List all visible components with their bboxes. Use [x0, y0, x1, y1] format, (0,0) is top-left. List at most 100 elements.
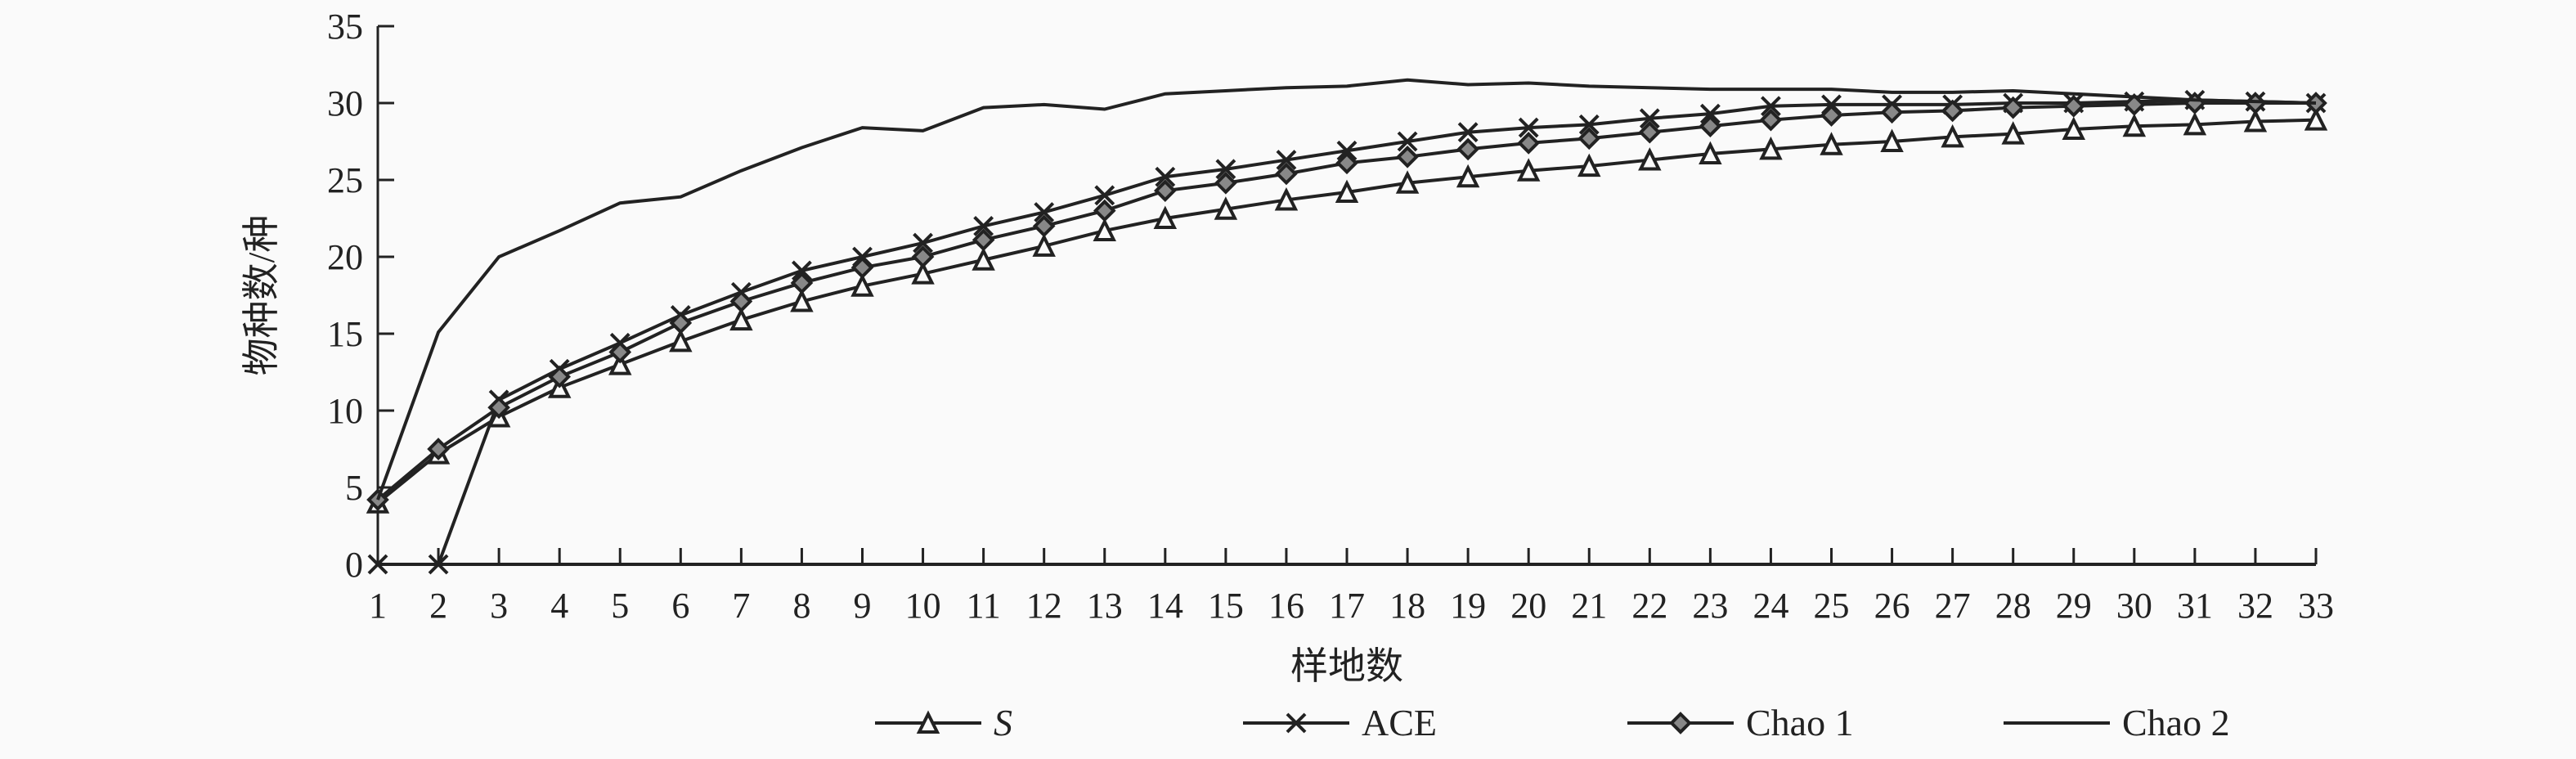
y-tick-label: 0: [345, 545, 363, 585]
triangle-marker: [911, 261, 935, 285]
x-tick-label: 30: [2116, 586, 2152, 626]
legend-label: S: [994, 702, 1012, 743]
triangle-marker: [2304, 107, 2328, 131]
x-tick-label: 6: [671, 586, 689, 626]
legend-label: Chao 1: [1746, 702, 1854, 743]
triangle-marker: [1032, 233, 1056, 257]
triangle-marker: [1335, 179, 1359, 204]
x-tick-label: 29: [2056, 586, 2092, 626]
triangle-marker: [1577, 153, 1601, 177]
x-tick-label: 7: [732, 586, 750, 626]
x-tick-label: 32: [2237, 586, 2273, 626]
y-tick-label: 35: [327, 7, 363, 47]
legend-label: ACE: [1362, 702, 1437, 743]
y-tick-label: 20: [327, 237, 363, 277]
diamond-marker: [1214, 171, 1237, 195]
x-tick-label: 2: [429, 586, 447, 626]
cross-marker: [428, 554, 449, 575]
x-tick-label: 24: [1752, 586, 1788, 626]
x-axis-label: 样地数: [1290, 645, 1403, 687]
diamond-marker: [1880, 101, 1904, 124]
diamond-marker: [1638, 120, 1662, 144]
diamond-marker: [2183, 92, 2206, 115]
y-tick-label: 5: [345, 468, 363, 508]
diamond-marker: [1032, 214, 1056, 238]
cross-marker: [792, 260, 812, 281]
series-group: [366, 78, 2328, 575]
diamond-marker: [790, 272, 814, 294]
x-tick-label: 26: [1874, 586, 1910, 626]
diamond-marker: [669, 312, 693, 335]
triangle-marker: [1820, 132, 1843, 155]
series-s: [366, 107, 2328, 514]
legend: S ACE Chao 1 Chao 2: [875, 702, 2230, 743]
x-tick-label: 17: [1329, 586, 1365, 626]
x-tick-label: 23: [1692, 586, 1728, 626]
cross-marker: [913, 232, 933, 254]
diamond-marker: [1153, 179, 1177, 202]
triangle-marker: [729, 307, 753, 331]
triangle-marker: [916, 710, 940, 734]
y-tick-label: 15: [327, 314, 363, 354]
triangle-marker: [2183, 111, 2207, 136]
x-tick-label: 33: [2298, 586, 2334, 626]
cross-marker: [367, 554, 388, 575]
y-tick-label: 25: [327, 160, 363, 200]
diamond-marker: [911, 245, 935, 268]
x-tick-label: 18: [1389, 586, 1425, 626]
triangle-marker: [2122, 113, 2147, 137]
series-chao-2: [376, 78, 2317, 501]
diamond-marker: [729, 290, 753, 313]
triangle-marker: [1941, 124, 1964, 148]
cross-marker: [1457, 122, 1479, 143]
cross-marker: [1336, 140, 1358, 161]
cross-marker: [1034, 202, 1055, 222]
x-tick-label: 9: [854, 586, 872, 626]
x-tick-label: 27: [1935, 586, 1971, 626]
cross-marker: [1699, 103, 1721, 124]
triangle-marker: [790, 289, 814, 312]
triangle-marker: [850, 273, 874, 297]
x-tick-label: 3: [490, 586, 508, 626]
triangle-marker: [2062, 116, 2085, 140]
x-tick-label: 4: [550, 586, 568, 626]
legend-label: Chao 2: [2122, 702, 2230, 743]
legend-item: Chao 1: [1627, 702, 1854, 743]
series-line: [376, 78, 2317, 501]
triangle-marker: [1699, 141, 1722, 165]
triangle-marker: [972, 247, 995, 271]
x-tick-label: 22: [1631, 586, 1667, 626]
diamond-marker: [1396, 145, 1419, 168]
series-line: [376, 118, 2317, 505]
cross-marker: [1397, 131, 1418, 152]
y-tick-label: 30: [327, 83, 363, 124]
diamond-marker: [850, 256, 874, 279]
x-tick-label: 21: [1571, 586, 1607, 626]
y-tick-label: 10: [327, 391, 363, 431]
diamond-marker: [1517, 132, 1541, 155]
triangle-marker: [1274, 186, 1299, 211]
y-axis-label: 物种数/种: [240, 215, 282, 376]
diamond-marker: [1456, 137, 1479, 161]
x-tick-label: 11: [966, 586, 1000, 626]
triangle-marker: [2243, 109, 2268, 132]
triangle-marker: [669, 328, 693, 353]
triangle-marker: [1880, 128, 1904, 152]
series-chao-1: [366, 92, 2327, 511]
x-tick-label: 15: [1208, 586, 1244, 626]
triangle-marker: [1395, 170, 1420, 194]
cross-marker: [1578, 114, 1600, 135]
triangle-marker: [608, 352, 632, 375]
diamond-marker: [548, 365, 572, 388]
diamond-marker: [608, 340, 632, 364]
triangle-marker: [1516, 158, 1541, 182]
triangle-marker: [1759, 136, 1783, 160]
diamond-marker: [2001, 96, 2025, 119]
diamond-marker: [427, 438, 450, 460]
cross-marker: [973, 215, 994, 236]
x-tick-label: 14: [1147, 586, 1183, 626]
x-tick-label: 28: [1995, 586, 2031, 626]
cross-marker: [1155, 166, 1176, 187]
cross-marker: [1286, 712, 1307, 734]
